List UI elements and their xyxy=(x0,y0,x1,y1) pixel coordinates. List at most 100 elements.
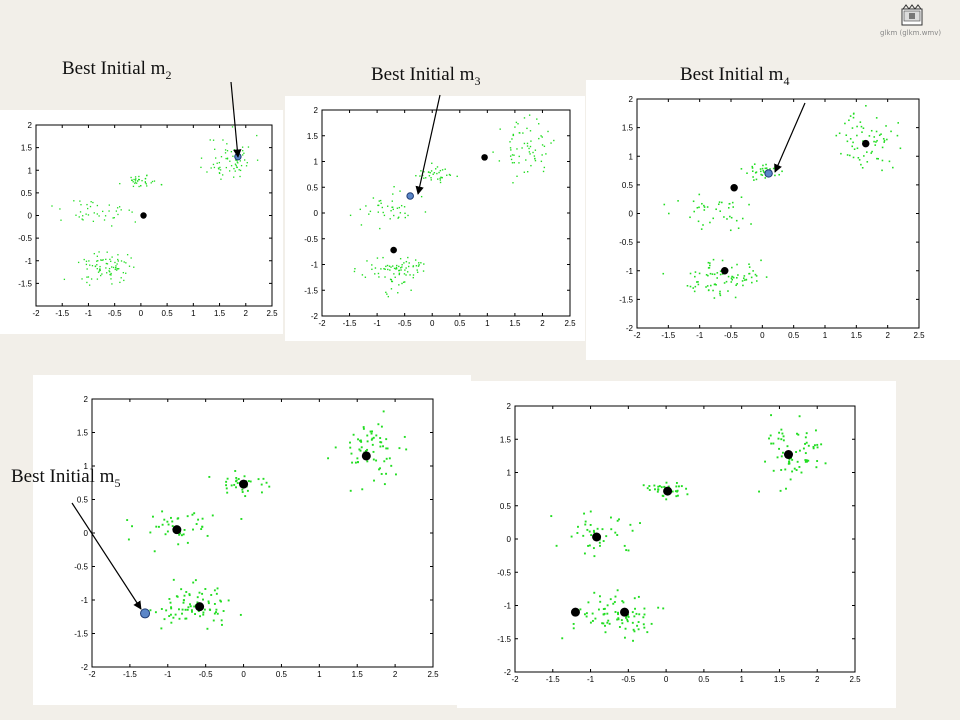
data-point xyxy=(824,462,827,465)
data-point xyxy=(380,473,383,475)
data-point xyxy=(420,262,422,264)
data-point xyxy=(420,170,422,172)
data-point xyxy=(514,126,516,128)
data-point xyxy=(755,275,758,277)
data-point xyxy=(439,169,442,172)
data-point xyxy=(392,265,394,267)
data-point xyxy=(131,525,133,528)
data-point xyxy=(751,165,754,168)
data-point xyxy=(374,267,377,269)
data-point xyxy=(657,488,660,491)
data-point xyxy=(523,142,526,145)
data-point xyxy=(785,487,787,490)
data-point xyxy=(194,613,197,616)
y-tick-label: 0 xyxy=(629,210,634,219)
data-point xyxy=(718,201,721,203)
data-point xyxy=(534,157,536,160)
data-point xyxy=(146,174,148,176)
centroid-marker xyxy=(481,154,488,161)
y-tick-label: 1.5 xyxy=(307,132,319,141)
data-point xyxy=(392,193,394,195)
data-point xyxy=(364,276,367,278)
data-point xyxy=(707,267,710,269)
data-point xyxy=(226,150,229,152)
data-point xyxy=(230,151,233,153)
data-point xyxy=(206,627,209,630)
data-point xyxy=(518,155,520,158)
y-tick-label: -2 xyxy=(311,312,319,321)
data-point xyxy=(400,204,403,207)
data-point xyxy=(859,121,862,123)
video-file-icon[interactable] xyxy=(900,4,924,26)
x-tick-label: 0.5 xyxy=(162,309,174,318)
centroid-marker xyxy=(195,602,205,612)
data-point xyxy=(216,587,219,590)
data-point xyxy=(636,624,639,627)
data-point xyxy=(201,517,204,520)
data-point xyxy=(225,484,228,487)
data-point xyxy=(668,212,670,215)
data-point xyxy=(866,161,869,163)
data-point xyxy=(135,182,138,184)
data-point xyxy=(791,458,794,461)
data-point xyxy=(260,483,263,486)
y-tick-label: 0.5 xyxy=(622,181,634,190)
data-point xyxy=(234,470,237,472)
data-point xyxy=(115,266,117,269)
data-point xyxy=(727,275,730,278)
x-tick-label: 2.5 xyxy=(849,675,861,684)
data-point xyxy=(94,265,97,268)
data-point xyxy=(169,601,172,604)
data-point xyxy=(532,151,534,154)
data-point xyxy=(743,275,746,277)
data-point xyxy=(714,283,716,285)
data-point xyxy=(604,624,606,627)
centroid-marker xyxy=(784,450,794,460)
data-point xyxy=(862,127,865,130)
x-tick-label: 0 xyxy=(241,670,246,679)
data-point xyxy=(632,628,635,631)
data-point xyxy=(389,218,391,220)
y-tick-label: -1.5 xyxy=(619,295,633,304)
data-point xyxy=(763,171,765,173)
x-tick-label: -0.5 xyxy=(724,331,738,340)
data-point xyxy=(541,154,543,156)
x-tick-label: 1 xyxy=(823,331,828,340)
data-point xyxy=(703,204,705,207)
data-point xyxy=(529,130,532,132)
data-point xyxy=(601,528,604,531)
data-point xyxy=(96,204,99,207)
data-point xyxy=(608,622,611,625)
data-point xyxy=(108,267,111,270)
data-point xyxy=(153,180,156,182)
x-tick-label: 2 xyxy=(815,675,820,684)
data-point xyxy=(381,206,384,209)
x-tick-label: -1.5 xyxy=(546,675,560,684)
data-point xyxy=(509,155,512,157)
data-point xyxy=(638,613,641,616)
data-point xyxy=(616,519,619,522)
data-point xyxy=(188,593,191,596)
data-point xyxy=(393,267,396,270)
data-point xyxy=(370,432,373,435)
x-tick-label: -2 xyxy=(633,331,641,340)
data-point xyxy=(606,604,609,607)
data-point xyxy=(414,259,417,261)
data-point xyxy=(890,130,892,133)
data-point xyxy=(707,289,710,292)
data-point xyxy=(735,219,738,222)
data-point xyxy=(168,615,171,618)
data-point xyxy=(877,157,879,160)
data-point xyxy=(609,516,612,519)
data-point xyxy=(405,260,408,263)
data-point xyxy=(623,636,626,639)
data-point xyxy=(665,498,668,501)
data-point xyxy=(111,256,113,258)
data-point xyxy=(692,287,695,289)
data-point xyxy=(512,182,514,184)
data-point xyxy=(844,122,846,125)
data-point xyxy=(179,532,182,535)
data-point xyxy=(741,280,744,282)
data-point xyxy=(731,278,734,281)
data-point xyxy=(705,286,707,288)
